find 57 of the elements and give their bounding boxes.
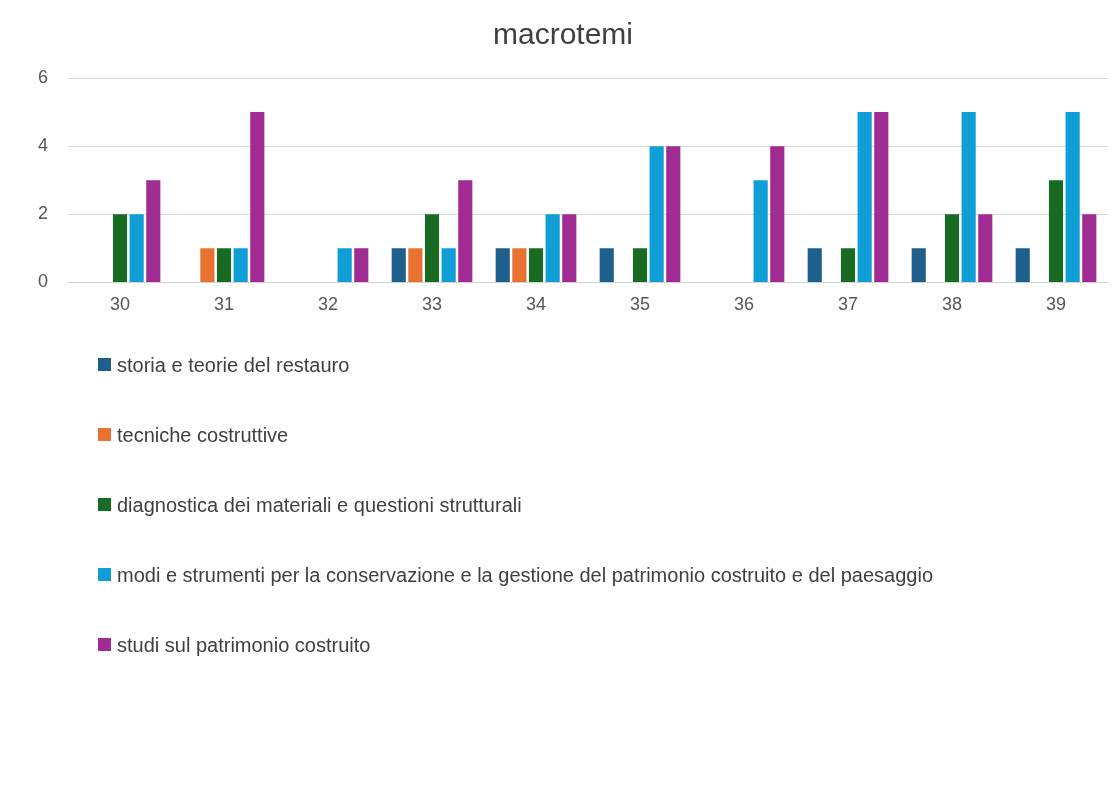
x-tick-label: 39 (1045, 294, 1067, 315)
bar (753, 180, 768, 282)
bar (200, 248, 215, 282)
bar (666, 146, 681, 282)
x-tick-label: 32 (317, 294, 339, 315)
bar (112, 214, 128, 282)
bar (129, 214, 144, 282)
bar (545, 214, 560, 282)
x-tick-label: 30 (109, 294, 131, 315)
bar (528, 248, 544, 282)
bar (146, 180, 161, 282)
bar (216, 248, 232, 282)
bar (632, 248, 648, 282)
bar (599, 248, 614, 282)
bar (978, 214, 993, 282)
bar (408, 248, 423, 282)
x-tick-label: 37 (837, 294, 859, 315)
bar (233, 248, 248, 282)
x-tick-label: 34 (525, 294, 547, 315)
y-tick-label: 4 (38, 135, 49, 156)
bar (512, 248, 527, 282)
bar (337, 248, 352, 282)
legend-label: tecniche costruttive (117, 423, 289, 448)
bar (944, 214, 960, 282)
bar (562, 214, 577, 282)
bar (770, 146, 785, 282)
y-tick-label: 6 (38, 66, 49, 87)
bar (857, 112, 872, 282)
bar (458, 180, 473, 282)
bar (441, 248, 456, 282)
y-tick-label: 0 (38, 271, 49, 292)
bar (1082, 214, 1097, 282)
bar (874, 112, 889, 282)
bar (649, 146, 664, 282)
bar (250, 112, 265, 282)
x-tick-label: 31 (213, 294, 235, 315)
legend-label: storia e teorie del restauro (117, 353, 350, 378)
bar (1048, 180, 1064, 282)
bar (807, 248, 822, 282)
bar (911, 248, 926, 282)
y-tick-label: 2 (38, 203, 49, 224)
x-tick-label: 33 (421, 294, 443, 315)
bar (961, 112, 976, 282)
bar (354, 248, 369, 282)
legend-label: studi sul patrimonio costruito (117, 633, 371, 658)
x-tick-label: 35 (629, 294, 651, 315)
bar (495, 248, 510, 282)
x-tick-label: 36 (733, 294, 755, 315)
x-tick-label: 38 (941, 294, 963, 315)
bar (1065, 112, 1080, 282)
bar (1015, 248, 1030, 282)
legend-label: modi e strumenti per la conservazione e la gestione del patrimonio costruito e del paesaggio (117, 563, 934, 588)
bar (391, 248, 406, 282)
bar (424, 214, 440, 282)
chart-title: macrotemi (492, 17, 634, 51)
legend-label: diagnostica dei materiali e questioni strutturali (117, 493, 522, 518)
bar (840, 248, 856, 282)
